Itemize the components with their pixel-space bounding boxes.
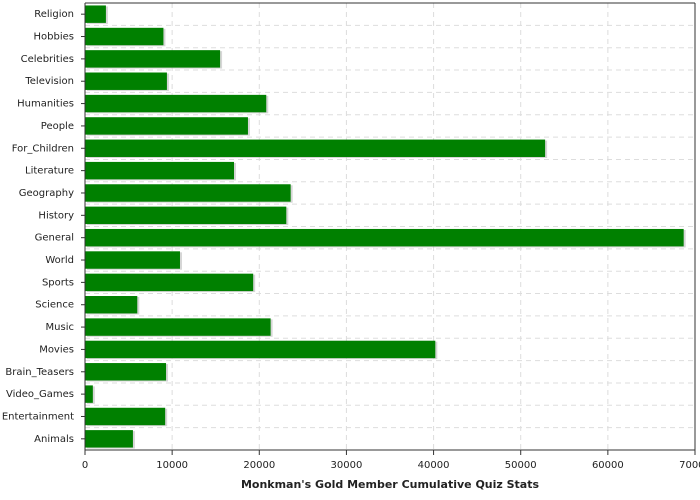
bar bbox=[85, 117, 248, 135]
y-tick-label: For_Children bbox=[12, 143, 74, 154]
bar bbox=[85, 139, 546, 157]
y-tick-label: Religion bbox=[34, 9, 74, 20]
y-tick-label: Science bbox=[35, 300, 74, 311]
y-tick-label: Movies bbox=[39, 344, 74, 355]
y-tick-label: Video_Games bbox=[6, 389, 74, 400]
x-tick-label: 40000 bbox=[418, 460, 450, 471]
y-tick-label: Literature bbox=[25, 166, 74, 177]
y-tick-label: World bbox=[45, 255, 74, 266]
y-tick-label: Music bbox=[46, 322, 74, 333]
bar bbox=[85, 385, 93, 403]
x-tick-label: 0 bbox=[82, 460, 88, 471]
x-tick-label: 60000 bbox=[592, 460, 624, 471]
bar bbox=[85, 206, 287, 225]
y-tick-label: Humanities bbox=[17, 99, 74, 110]
y-tick-label: Television bbox=[24, 76, 74, 87]
bar bbox=[85, 27, 164, 46]
x-tick-label: 70000 bbox=[679, 460, 700, 471]
bar bbox=[85, 363, 167, 381]
y-tick-label: Animals bbox=[34, 434, 74, 445]
bar bbox=[85, 340, 436, 359]
y-tick-label: People bbox=[41, 121, 74, 132]
bar bbox=[85, 72, 167, 90]
bar bbox=[85, 273, 254, 292]
bar bbox=[85, 184, 291, 202]
x-tick-label: 30000 bbox=[331, 460, 363, 471]
y-tick-label: Sports bbox=[42, 277, 74, 288]
y-tick-label: Geography bbox=[19, 188, 74, 199]
bar bbox=[85, 430, 133, 448]
bar bbox=[85, 228, 684, 247]
bar bbox=[85, 296, 138, 314]
x-axis-label: Monkman's Gold Member Cumulative Quiz St… bbox=[241, 478, 540, 491]
y-tick-label: Brain_Teasers bbox=[5, 367, 74, 378]
y-tick-label: General bbox=[35, 233, 74, 244]
y-tick-label: Entertainment bbox=[2, 411, 74, 422]
bar bbox=[85, 407, 166, 426]
y-tick-label: History bbox=[38, 210, 74, 221]
y-tick-label: Celebrities bbox=[21, 54, 74, 65]
bar bbox=[85, 94, 267, 113]
x-tick-label: 10000 bbox=[156, 460, 188, 471]
bar bbox=[85, 318, 271, 336]
bar bbox=[85, 5, 106, 23]
bar bbox=[85, 161, 235, 180]
bar bbox=[85, 251, 180, 269]
y-tick-label: Hobbies bbox=[34, 32, 74, 43]
x-tick-label: 50000 bbox=[505, 460, 537, 471]
bar bbox=[85, 50, 221, 68]
x-tick-label: 20000 bbox=[243, 460, 275, 471]
